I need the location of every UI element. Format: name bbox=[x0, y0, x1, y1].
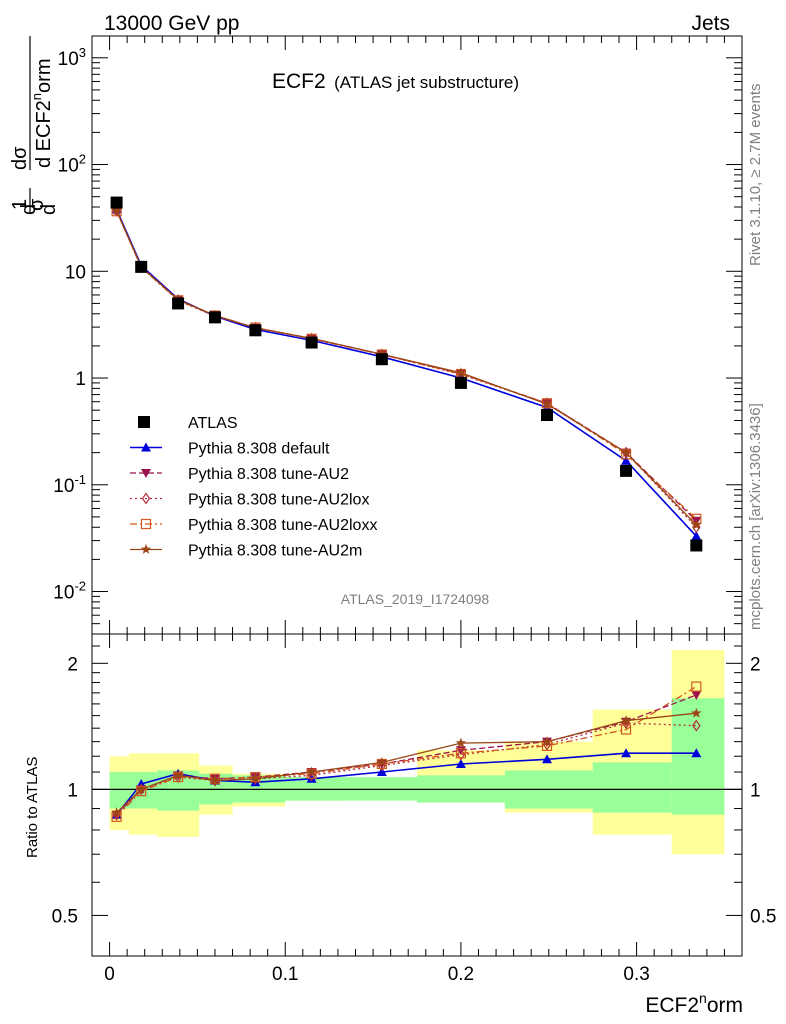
legend-marker-3 bbox=[141, 492, 151, 505]
legend: ATLAS Pythia 8.308 default Pythia 8.308 tu… bbox=[130, 415, 377, 560]
x-tick-label: 0.1 bbox=[272, 964, 298, 985]
legend-label: Pythia 8.308 tune-AU2loxx bbox=[188, 517, 377, 534]
ratio-panel: 0.5 0.5 1 1 2 2 0 0.1 0.2 0.3 bbox=[52, 633, 776, 985]
upper-point-atlas bbox=[620, 464, 633, 477]
upper-ylabel-full: 1 σ dσ d ECF2norm bbox=[9, 36, 55, 214]
upper-ylabel-frac-1: dd bbox=[18, 204, 60, 215]
ratio-point-4 bbox=[136, 783, 147, 794]
ratio-point-0 bbox=[455, 758, 466, 768]
upper-point-5 bbox=[541, 398, 553, 409]
ratio-point-0 bbox=[542, 754, 552, 764]
legend-marker-4 bbox=[140, 518, 152, 530]
upper-ylabel: dd bbox=[18, 204, 60, 215]
legend-marker-5 bbox=[140, 544, 152, 554]
header-left: 13000 GeV pp bbox=[104, 12, 239, 35]
legend-label: ATLAS bbox=[188, 415, 238, 432]
ratio-point-4 bbox=[455, 737, 467, 748]
legend-label: Pythia 8.308 default bbox=[188, 441, 330, 458]
mcplots-label: mcplots.cern.ch [arXiv:1306.3436] bbox=[747, 403, 764, 630]
ratio-ytick-label-left: 1 bbox=[67, 780, 78, 801]
ylabel-one: 1 bbox=[9, 199, 31, 210]
ratio-point-4 bbox=[620, 715, 632, 725]
ratio-point-4 bbox=[250, 773, 261, 784]
ratio-ytick-label-left: 2 bbox=[67, 654, 78, 675]
ratio-band-inner bbox=[109, 772, 129, 809]
ratio-ytick-label-right: 2 bbox=[750, 654, 761, 675]
upper-ytick-label: 10 bbox=[65, 262, 86, 283]
legend-label: Pythia 8.308 tune-AU2 bbox=[188, 466, 349, 483]
ratio-point-0 bbox=[691, 748, 702, 758]
upper-ytick-label: 1 bbox=[75, 369, 86, 390]
ratio-frame bbox=[91, 633, 743, 957]
upper-point-atlas bbox=[541, 409, 553, 422]
upper-point-1 bbox=[621, 455, 632, 465]
upper-ytick-label: 103 bbox=[58, 45, 86, 70]
ratio-point-4 bbox=[541, 736, 553, 747]
x-tick-label: 0.3 bbox=[623, 964, 649, 985]
legend-label: Pythia 8.308 tune-AU2m bbox=[188, 543, 362, 560]
upper-point-5 bbox=[455, 367, 467, 378]
ratio-ytick-label-right: 1 bbox=[750, 780, 761, 801]
ratio-point-4 bbox=[306, 766, 317, 777]
upper-point-5 bbox=[620, 447, 632, 458]
upper-ytick-label: 10-1 bbox=[53, 472, 86, 497]
ratio-point-3 bbox=[620, 724, 632, 735]
upper-line-pythia-8-308-default bbox=[115, 209, 697, 537]
ratio-ytick-label-right: 0.5 bbox=[750, 906, 776, 927]
ratio-band-inner bbox=[592, 762, 672, 813]
ratio-point-2 bbox=[692, 719, 701, 732]
upper-point-atlas bbox=[690, 539, 703, 552]
ratio-point-1 bbox=[691, 691, 702, 701]
upper-point-atlas bbox=[135, 260, 148, 273]
plot-title-main: ECF2 bbox=[272, 70, 326, 93]
upper-point-atlas bbox=[110, 196, 123, 209]
legend-label: Pythia 8.308 tune-AU2lox bbox=[188, 492, 369, 509]
upper-point-atlas bbox=[208, 311, 221, 324]
ratio-point-4 bbox=[691, 707, 702, 718]
ratio-point-3 bbox=[455, 748, 467, 759]
ratio-point-0 bbox=[621, 748, 632, 758]
upper-point-atlas bbox=[305, 336, 318, 349]
ratio-ytick-label-left: 0.5 bbox=[52, 906, 78, 927]
ylabel-decf: d ECF2norm bbox=[29, 59, 55, 169]
x-tick-label: 0 bbox=[104, 964, 115, 985]
upper-point-atlas bbox=[249, 324, 262, 337]
header-right: Jets bbox=[691, 12, 730, 35]
ratio-ylabel: Ratio to ATLAS bbox=[24, 757, 41, 858]
legend-marker-1 bbox=[141, 442, 151, 452]
rivet-label: Rivet 3.1.10, ≥ 2.7M events bbox=[747, 84, 764, 267]
upper-point-5 bbox=[111, 205, 122, 216]
ratio-point-4 bbox=[172, 769, 184, 780]
ylabel-dsigma: dσ bbox=[9, 146, 31, 170]
upper-point-5 bbox=[691, 519, 702, 530]
upper-point-atlas bbox=[375, 353, 388, 366]
plot-title-sub: (ATLAS jet substructure) bbox=[334, 73, 519, 92]
legend-marker-atlas bbox=[138, 416, 150, 428]
plot-title: ECF2 (ATLAS jet substructure) bbox=[272, 70, 519, 93]
ratio-point-4 bbox=[209, 775, 221, 785]
ratio-point-4 bbox=[376, 756, 388, 767]
analysis-id: ATLAS_2019_I1724098 bbox=[341, 591, 490, 607]
x-tick-label: 0.2 bbox=[448, 964, 474, 985]
upper-ytick-label: 10-2 bbox=[53, 579, 86, 604]
upper-point-1 bbox=[691, 531, 702, 541]
ratio-point-3 bbox=[691, 681, 702, 692]
ratio-point-4 bbox=[111, 807, 122, 818]
legend-marker-2 bbox=[141, 469, 151, 478]
upper-point-atlas bbox=[172, 297, 185, 310]
upper-panel: 10-2 10-1 1 10 102 103 bbox=[53, 35, 743, 635]
ratio-point-2 bbox=[542, 738, 552, 751]
ratio-line-pythia-8-308-tune-au2loxx bbox=[116, 686, 697, 818]
x-axis-label: ECF2norm bbox=[645, 990, 743, 1017]
upper-ytick-label: 102 bbox=[58, 152, 86, 177]
ylabel-sigma: σ bbox=[26, 198, 48, 211]
upper-point-atlas bbox=[454, 376, 467, 389]
